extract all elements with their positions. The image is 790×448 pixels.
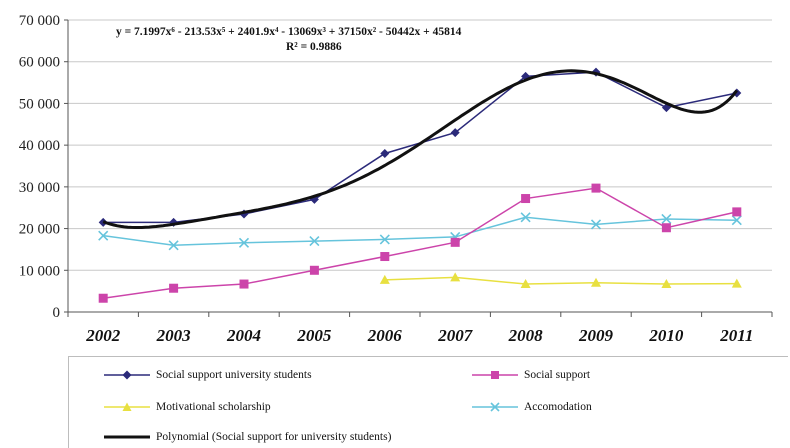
data-point	[379, 234, 390, 245]
data-point	[591, 183, 601, 193]
data-point	[661, 279, 672, 289]
data-point	[591, 277, 601, 287]
x-tick-label: 2011	[719, 326, 753, 345]
data-point	[732, 207, 742, 217]
data-point	[379, 274, 390, 284]
y-tick-label: 40 000	[19, 138, 60, 154]
series-line	[103, 216, 737, 247]
data-point	[521, 194, 531, 204]
series-line	[103, 71, 737, 224]
x-tick-label: 2010	[648, 326, 684, 345]
legend-item-motivational-scholarship: Motivational scholarship	[104, 401, 271, 413]
data-point	[661, 213, 672, 225]
data-point	[450, 237, 460, 247]
axes	[64, 19, 773, 317]
legend: Social support university students Socia…	[68, 356, 788, 448]
legend-marker-square	[472, 371, 518, 379]
y-tick-label: 20 000	[19, 222, 60, 238]
x-tick-label: 2009	[578, 326, 614, 345]
y-tick-label: 0	[53, 305, 61, 321]
x-tick-label: 2005	[296, 326, 332, 345]
legend-item-accomodation: Accomodation	[472, 401, 592, 413]
data-point	[450, 128, 460, 138]
trendline-equation: y = 7.1997x⁶ - 213.53x⁵ + 2401.9x⁴ - 130…	[116, 26, 462, 38]
x-tick-label: 2004	[226, 326, 261, 345]
gridlines	[68, 19, 772, 271]
legend-item-social-support-university-students: Social support university students	[104, 369, 312, 381]
data-point	[731, 278, 742, 288]
x-tick-label: 2003	[156, 326, 192, 345]
series-layer	[98, 67, 742, 303]
y-tick-label: 60 000	[19, 55, 60, 71]
x-tick-label: 2007	[437, 326, 474, 345]
data-point	[239, 279, 249, 289]
legend-marker-triangle	[104, 402, 150, 411]
data-point	[380, 148, 390, 158]
data-point	[380, 252, 390, 262]
x-tick-label: 2008	[508, 326, 544, 345]
r-squared-label: R² = 0.9886	[286, 41, 342, 53]
legend-label: Motivational scholarship	[156, 401, 271, 413]
y-axis-tick-labels: 0 10 000 20 000 30 000 40 000 50 000 60 000 70 …	[19, 13, 60, 321]
legend-label: Polynomial (Social support for universit…	[156, 431, 392, 443]
data-point	[520, 279, 531, 289]
trendline-polynomial	[102, 69, 738, 229]
data-point	[590, 219, 602, 230]
series-motivational-scholarship	[379, 272, 742, 289]
data-point	[309, 236, 320, 247]
data-point	[168, 240, 179, 251]
y-tick-label: 70 000	[19, 13, 60, 29]
data-point	[731, 215, 742, 226]
data-point	[169, 283, 179, 293]
data-point	[661, 223, 671, 233]
data-point	[238, 237, 250, 248]
series-line	[103, 187, 737, 299]
data-point	[520, 212, 531, 223]
data-point	[98, 293, 108, 303]
legend-label: Social support	[524, 369, 591, 381]
y-tick-label: 30 000	[19, 180, 60, 196]
legend-label: Social support university students	[156, 369, 312, 381]
x-tick-label: 2002	[85, 326, 121, 345]
legend-item-polynomial-trendline: Polynomial (Social support for universit…	[104, 431, 391, 443]
chart-svg: 0 10 000 20 000 30 000 40 000 50 000 60 000 70 …	[19, 13, 773, 345]
legend-item-social-support: Social support	[472, 369, 590, 381]
x-axis-tick-labels: 2002 2003 2004 2005 2006 2007 2008 2009 2010 2011	[85, 326, 753, 345]
x-tick-label: 2006	[367, 326, 403, 345]
data-point	[309, 265, 319, 275]
legend-marker-line	[104, 435, 150, 439]
series-social-support	[98, 183, 742, 303]
data-point	[450, 272, 461, 282]
data-point	[98, 230, 109, 241]
series-line	[384, 276, 737, 285]
legend-marker-diamond	[104, 370, 150, 380]
legend-label: Accomodation	[524, 401, 592, 413]
y-tick-label: 10 000	[19, 263, 60, 279]
series-accomodation	[98, 212, 742, 251]
legend-marker-x	[472, 402, 518, 412]
y-tick-label: 50 000	[19, 96, 60, 112]
